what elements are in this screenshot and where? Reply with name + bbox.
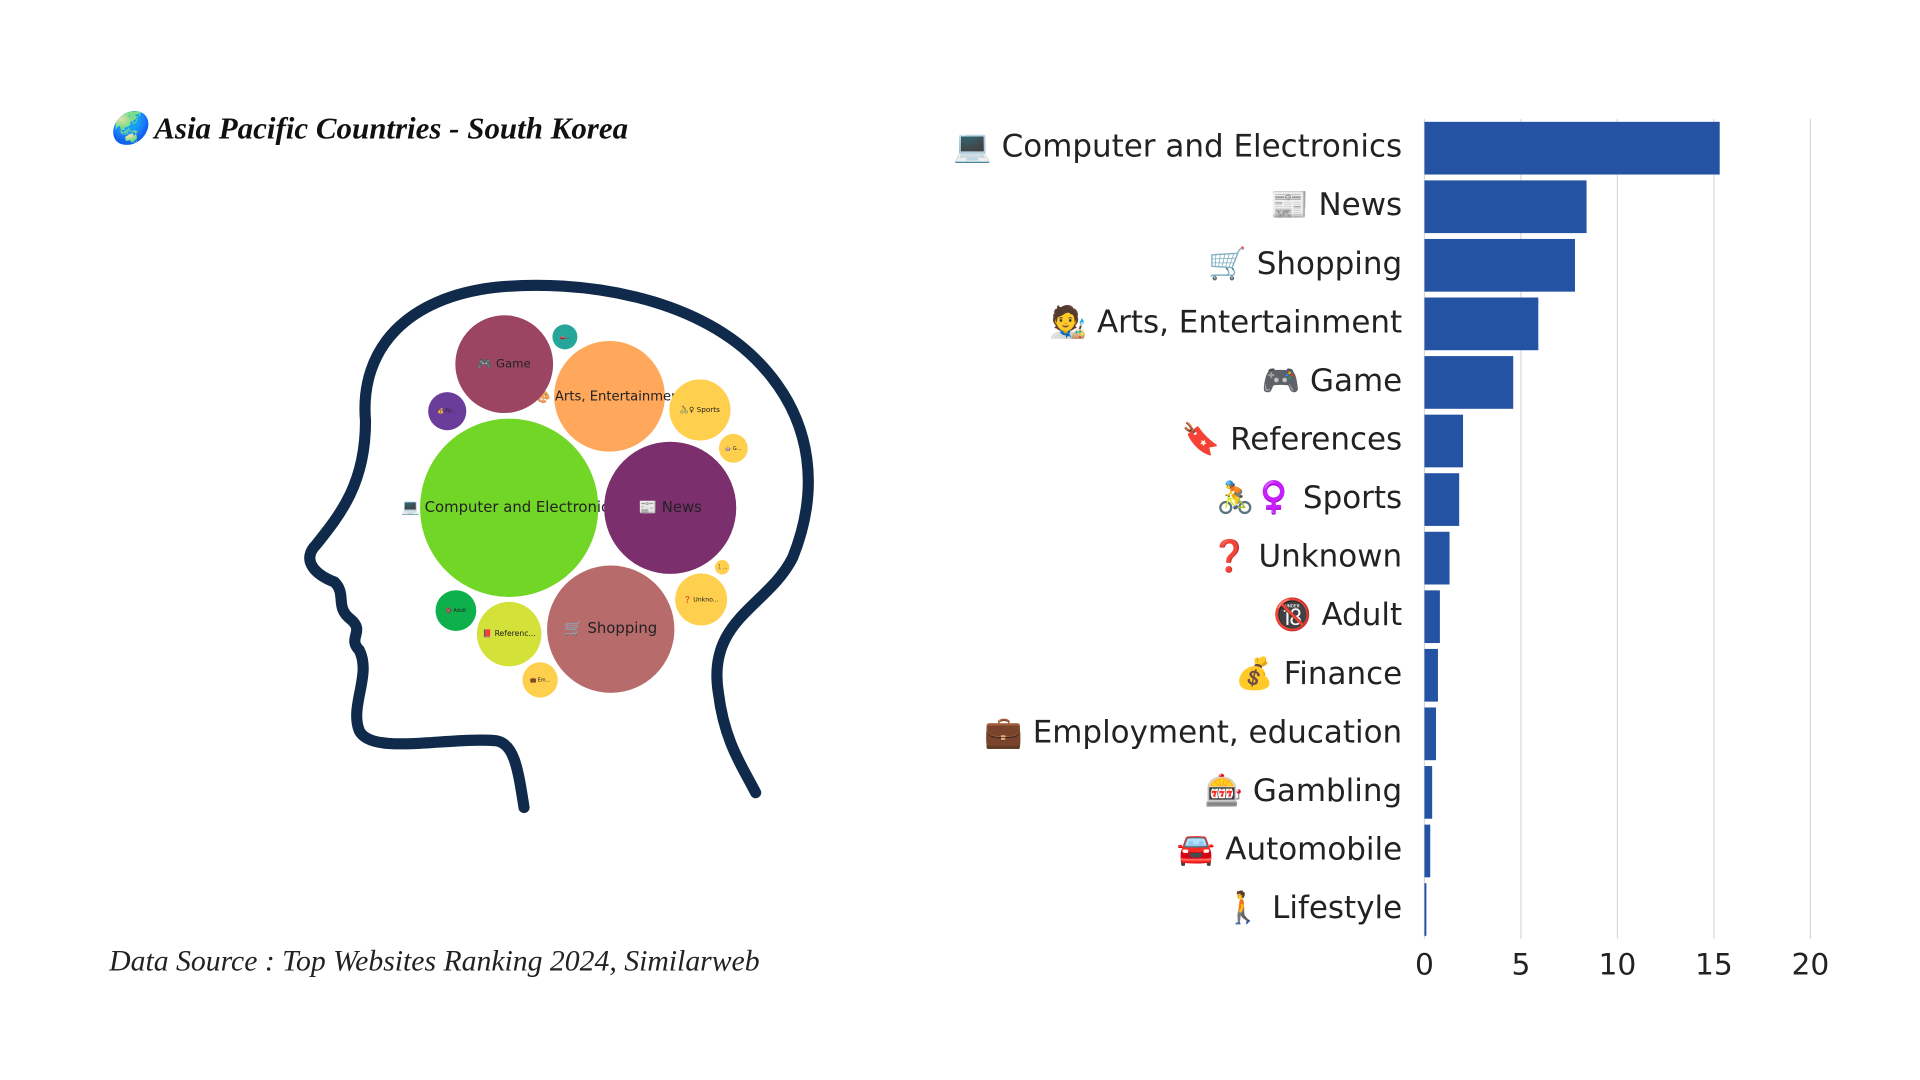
x-tick-label: 15 xyxy=(1695,948,1733,983)
bar xyxy=(1424,356,1514,409)
y-tick-label: ❓ Unknown xyxy=(1210,538,1402,575)
y-tick-label: 🔖 References xyxy=(1182,421,1402,458)
bar xyxy=(1424,531,1450,585)
x-tick-label: 0 xyxy=(1415,948,1434,983)
bar xyxy=(1424,648,1438,702)
y-tick-label: 🔞 Adult xyxy=(1273,596,1402,633)
bubble xyxy=(428,392,467,431)
bubble xyxy=(522,662,558,698)
bubble-label: 🔞 Adult xyxy=(446,607,467,614)
bubble-label: 🛒 Shopping xyxy=(564,619,657,637)
data-source: Data Source : Top Websites Ranking 2024,… xyxy=(108,945,760,977)
bubble-label: 🚗... xyxy=(559,334,570,340)
bubble xyxy=(714,560,730,575)
bar xyxy=(1424,766,1433,819)
x-tick-label: 10 xyxy=(1599,948,1637,983)
bubble-label: 💻 Computer and Electronics xyxy=(401,498,617,516)
y-tick-label: 💻 Computer and Electronics xyxy=(953,129,1402,165)
bubble xyxy=(455,315,554,414)
bar xyxy=(1424,824,1431,878)
bubble-label: 🚶... xyxy=(717,564,728,571)
bubble xyxy=(675,573,728,626)
bubble xyxy=(552,324,578,350)
bubble xyxy=(435,590,477,631)
chart-title: 🌏 Asia Pacific Countries - South Korea xyxy=(108,109,628,145)
bar xyxy=(1424,883,1427,936)
bubble-label: 🎮 Game xyxy=(478,357,531,371)
x-tick-label: 20 xyxy=(1791,948,1829,983)
bar xyxy=(1424,707,1437,761)
bar xyxy=(1424,414,1464,468)
bubble xyxy=(718,433,748,463)
y-tick-label: 🚶 Lifestyle xyxy=(1224,889,1402,926)
bubble-label: 🚴♀ Sports xyxy=(680,405,720,414)
bar xyxy=(1424,590,1440,644)
bubble xyxy=(420,418,599,597)
bar xyxy=(1424,121,1720,175)
bubble-label: 📕 Referenc... xyxy=(483,629,536,638)
bubble-label: 💼 Em... xyxy=(530,677,551,683)
bubble xyxy=(669,379,731,441)
bubble xyxy=(476,601,542,667)
bar xyxy=(1424,297,1539,351)
y-tick-label: 🎮 Game xyxy=(1262,363,1403,399)
bubble-label: 🎰 G... xyxy=(725,445,742,452)
bubble xyxy=(604,441,737,574)
bubble xyxy=(547,565,675,693)
y-tick-label: 🚴♀️ Sports xyxy=(1216,479,1402,516)
bubble-label: ❓ Unkno... xyxy=(684,595,719,603)
bubble-label: 🎨 Arts, Entertainment xyxy=(534,387,684,404)
x-tick-label: 5 xyxy=(1511,948,1530,983)
bar xyxy=(1424,473,1460,526)
y-tick-label: 💼 Employment, education xyxy=(984,714,1402,750)
y-tick-label: 📰 News xyxy=(1270,187,1402,223)
bar xyxy=(1424,238,1575,292)
y-tick-label: 🚘 Automobile xyxy=(1177,831,1402,867)
y-tick-label: 🎰 Gambling xyxy=(1205,772,1403,809)
head-outline xyxy=(304,279,814,814)
bubble-label: 📰 News xyxy=(638,498,702,516)
y-tick-label: 🛒 Shopping xyxy=(1208,245,1402,282)
bubble-label: 💰 Fin... xyxy=(438,408,458,415)
y-tick-label: 🧑‍🎨 Arts, Entertainment xyxy=(1049,302,1403,340)
y-tick-label: 💰 Finance xyxy=(1235,655,1402,692)
bubble xyxy=(554,340,665,452)
bar xyxy=(1424,180,1587,234)
